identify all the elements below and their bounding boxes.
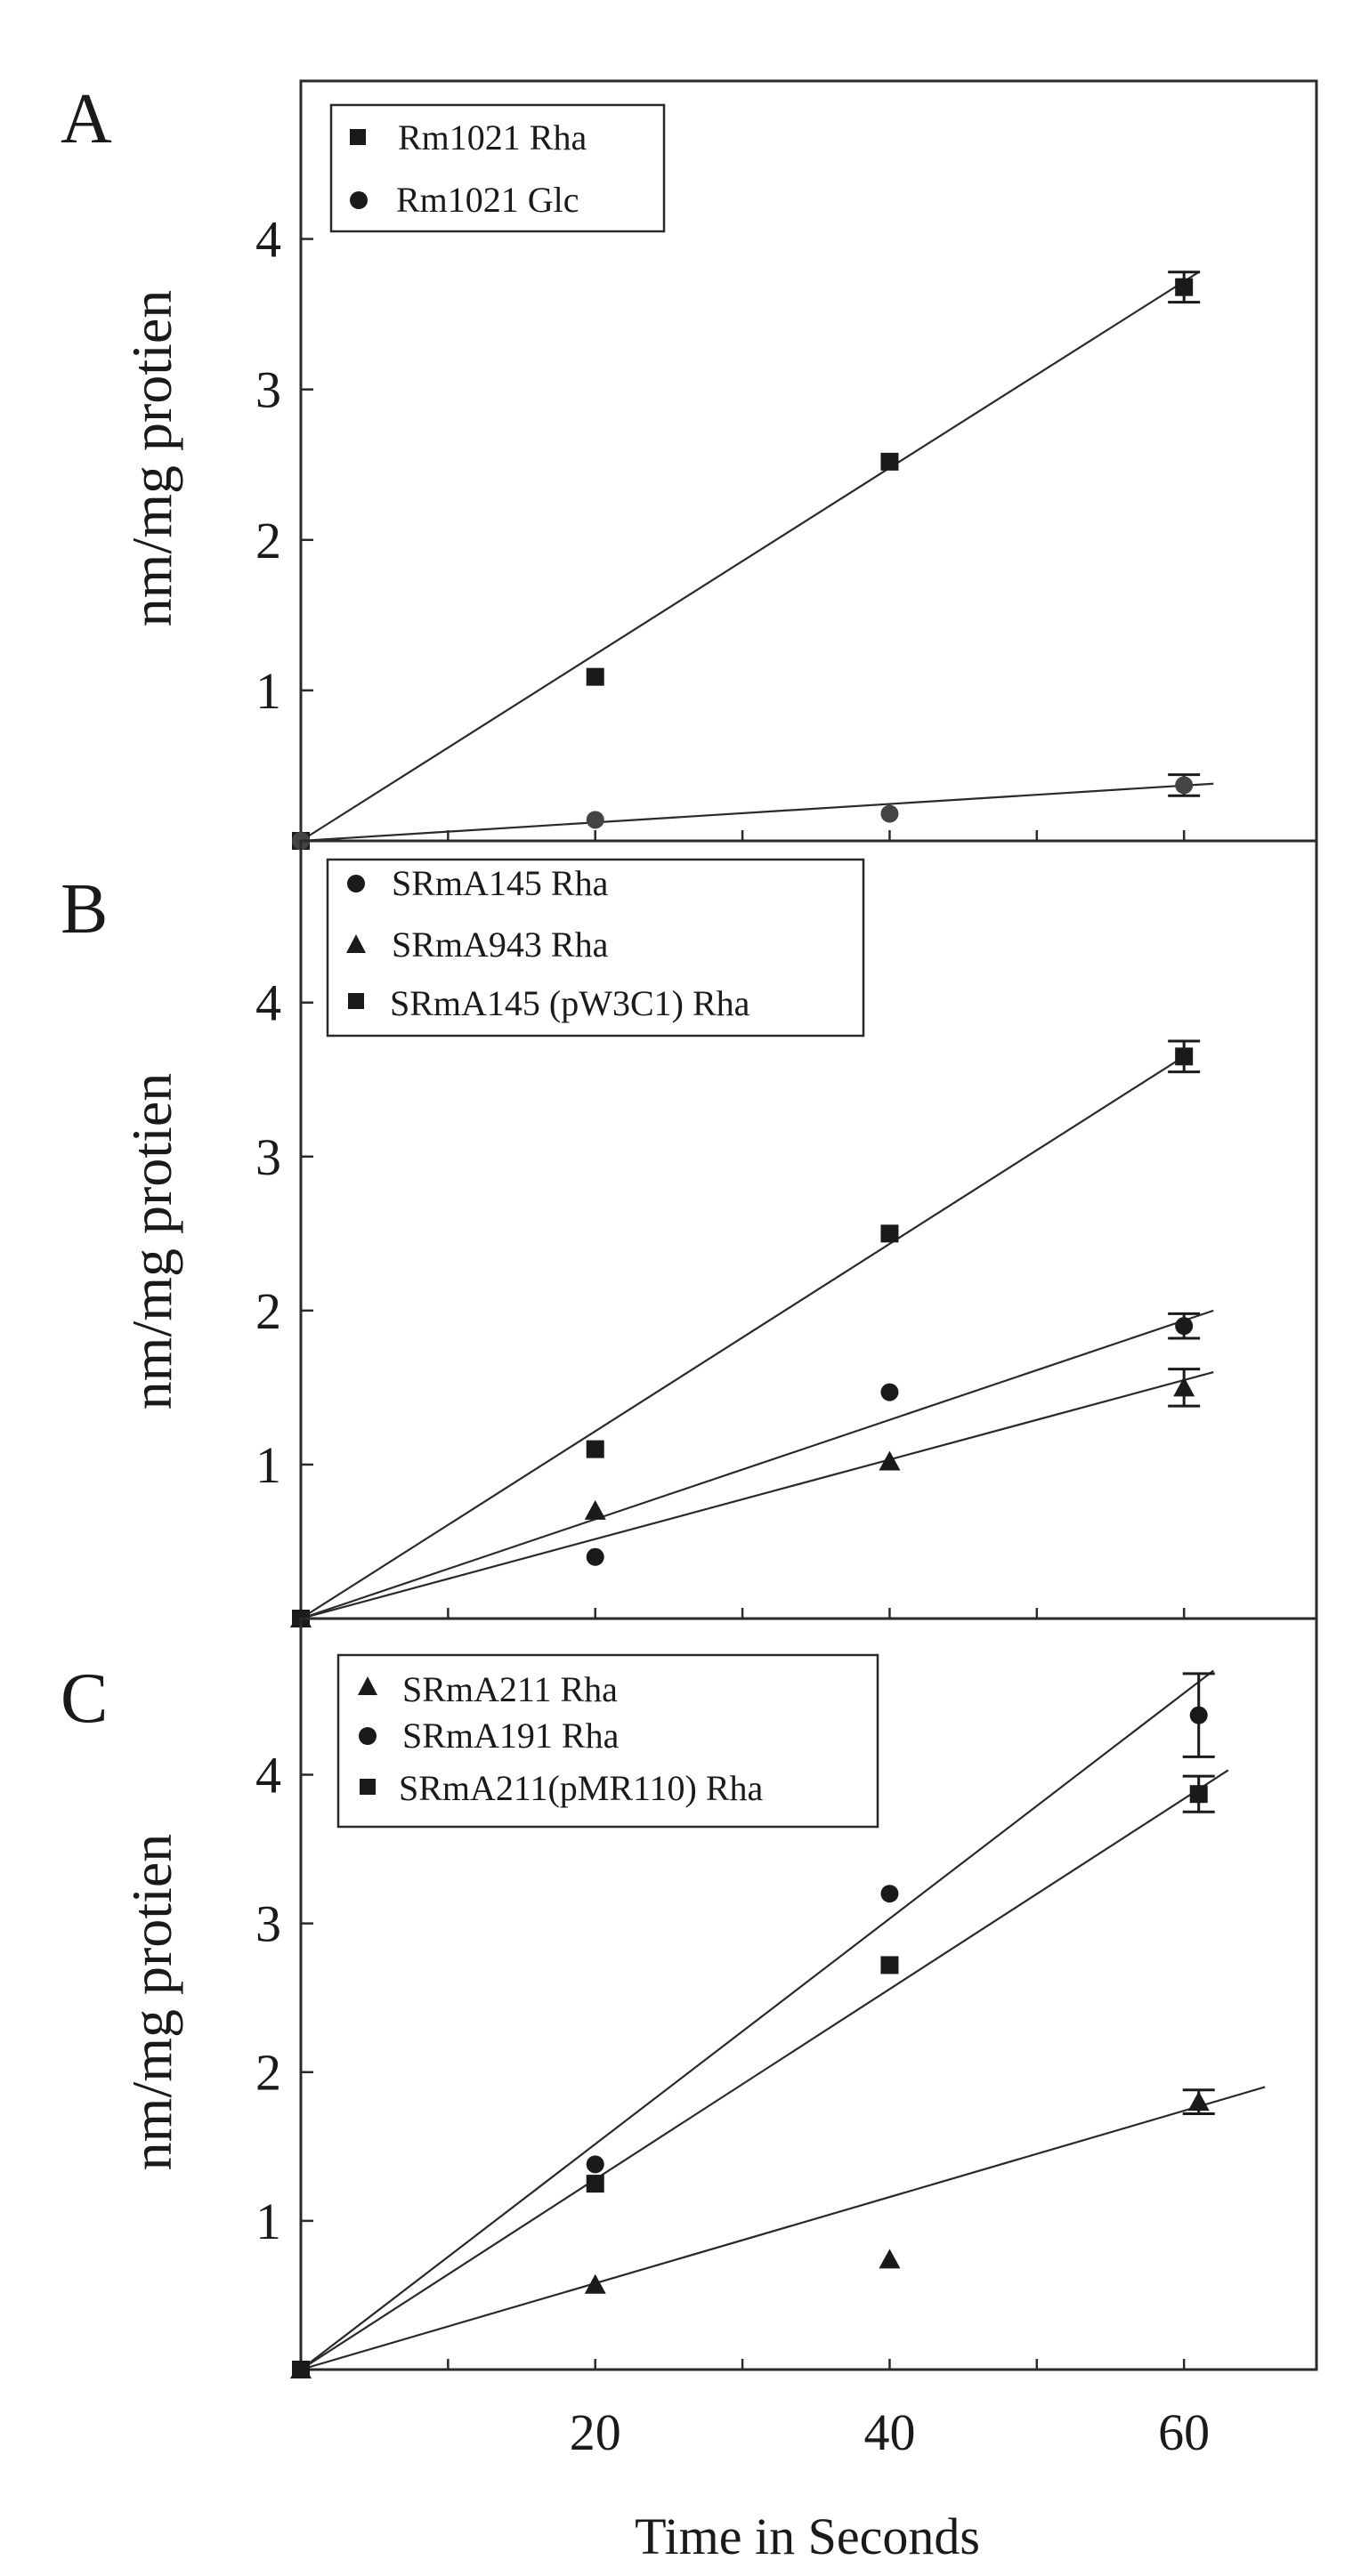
panel-b-series-2-point-2 xyxy=(584,1499,606,1520)
panel-c-legend-label-3: SRmA211(pMR110) Rha xyxy=(399,1768,764,1808)
panel-a-legend-label-1: Rm1021 Rha xyxy=(398,117,587,157)
panel-a-legend-label-2: Rm1021 Glc xyxy=(396,180,579,220)
panel-a-series-2-point-2 xyxy=(586,811,604,829)
panel-a-series-1-fit-line xyxy=(300,271,1200,842)
panel-a-legend-circle-marker xyxy=(350,191,368,209)
panel-c-xtick-label-20: 20 xyxy=(570,2403,621,2461)
panel-c-plot-area: 1 2 3 4 20 40 60 xyxy=(255,1669,1266,2461)
panel-c-legend-label-2: SRmA191 Rha xyxy=(402,1716,620,1756)
panel-a: A nm/mg protien 1 2 3 4 Rm1021 Rha Rm1021 G… xyxy=(61,79,1318,850)
panel-b-legend-triangle-marker xyxy=(346,934,366,953)
panel-c-series-1-point-2 xyxy=(584,2273,606,2294)
panel-c-series-3-point-1 xyxy=(292,2361,310,2378)
panel-a-series-2-point-4 xyxy=(1175,776,1194,795)
panel-a-ylabel: nm/mg protien xyxy=(120,290,183,627)
panel-b-series-3-point-2 xyxy=(586,1440,604,1458)
panel-b-legend-label-2: SRmA943 Rha xyxy=(392,925,609,965)
panel-b-series-1-point-2 xyxy=(586,1547,604,1566)
panel-c-series-2-point-2 xyxy=(586,2155,604,2174)
panel-b-ytick-label-4: 4 xyxy=(255,974,281,1032)
panel-c-series-2-point-4 xyxy=(1189,1706,1208,1724)
panel-c-legend-circle-marker xyxy=(359,1727,377,1745)
panel-b-legend-label-3: SRmA145 (pW3C1) Rha xyxy=(390,983,750,1023)
panel-c-legend-square-marker xyxy=(360,1779,376,1795)
panel-b-series-2-point-4 xyxy=(1173,1377,1195,1397)
panel-c-series-1-point-3 xyxy=(879,2249,901,2269)
panel-b-series-3-point-3 xyxy=(880,1224,899,1243)
panel-c-xtick-label-60: 60 xyxy=(1158,2403,1210,2461)
panel-a-series-1-point-2 xyxy=(586,667,604,686)
panel-a-ytick-label-3: 3 xyxy=(255,361,281,419)
panel-c-ylabel: nm/mg protien xyxy=(120,1834,183,2171)
panel-a-ytick-label-4: 4 xyxy=(255,211,281,269)
panel-a-legend-square-marker xyxy=(350,129,366,145)
panel-a-series-2-point-3 xyxy=(880,804,899,823)
panel-c-series-3-point-4 xyxy=(1189,1785,1208,1804)
panel-letter-b: B xyxy=(61,870,108,949)
x-axis-title: Time in Seconds xyxy=(635,2507,980,2565)
panel-b: B nm/mg protien 1 2 3 4 SRmA145 Rha SRmA943… xyxy=(61,839,1318,1627)
panel-c-legend-triangle-marker xyxy=(358,1676,377,1695)
panel-b-legend xyxy=(326,858,865,1038)
panel-a-plot-area: 1 2 3 4 xyxy=(255,211,1214,850)
panel-c-series-1-point-4 xyxy=(1187,2091,1210,2112)
panel-b-ytick-label-2: 2 xyxy=(255,1282,281,1340)
panel-a-series-1-point-4 xyxy=(1175,278,1194,296)
panel-c-ytick-label-4: 4 xyxy=(255,1746,281,1804)
panel-c-legend-label-1: SRmA211 Rha xyxy=(402,1669,618,1709)
panel-b-series-3-point-4 xyxy=(1175,1047,1194,1066)
panel-c-ytick-label-1: 1 xyxy=(255,2192,281,2250)
panel-c-xtick-label-40: 40 xyxy=(863,2403,915,2461)
panel-b-ytick-label-1: 1 xyxy=(255,1436,281,1494)
panel-c-series-2-fit-line xyxy=(300,1669,1214,2370)
panel-c-plot-frame xyxy=(299,1617,1318,2371)
panel-b-series-1-point-3 xyxy=(880,1383,899,1401)
panel-c-series-3-fit-line xyxy=(300,1769,1229,2370)
panel-a-series-2-fit-line xyxy=(300,782,1214,843)
panel-b-legend-label-1: SRmA145 Rha xyxy=(392,863,609,903)
panel-a-legend xyxy=(329,103,666,233)
panel-b-series-2-point-3 xyxy=(879,1450,901,1471)
panel-c-series-3-point-2 xyxy=(586,2175,604,2193)
panel-b-plot-area: 1 2 3 4 xyxy=(255,974,1214,1627)
panel-c-series-1-fit-line xyxy=(300,2086,1266,2371)
panel-b-series-3-fit-line xyxy=(300,1055,1185,1619)
panel-a-ytick-label-1: 1 xyxy=(255,662,281,720)
panel-b-legend-circle-marker xyxy=(347,875,365,892)
panel-c-ytick-label-3: 3 xyxy=(255,1895,281,1953)
panel-c-series-3-point-3 xyxy=(880,1956,899,1974)
panel-b-legend-square-marker xyxy=(348,993,364,1009)
panel-a-series-1-point-3 xyxy=(880,452,899,471)
panel-c-ytick-label-2: 2 xyxy=(255,2044,281,2102)
panel-letter-a: A xyxy=(61,80,112,158)
panel-c: C nm/mg protien 1 2 3 4 20 40 60 SRmA211 Rha S… xyxy=(61,1617,1318,2565)
panel-c-series-2-point-3 xyxy=(880,1885,899,1903)
panel-b-series-1-fit-line xyxy=(300,1309,1214,1620)
panel-a-ytick-label-2: 2 xyxy=(255,512,281,569)
panel-b-series-2-fit-line xyxy=(300,1371,1214,1620)
panel-letter-c: C xyxy=(61,1659,108,1738)
panel-b-ylabel: nm/mg protien xyxy=(120,1073,183,1410)
panel-b-series-1-point-4 xyxy=(1175,1317,1194,1336)
panel-c-legend xyxy=(336,1653,879,1829)
panel-b-ytick-label-3: 3 xyxy=(255,1128,281,1186)
